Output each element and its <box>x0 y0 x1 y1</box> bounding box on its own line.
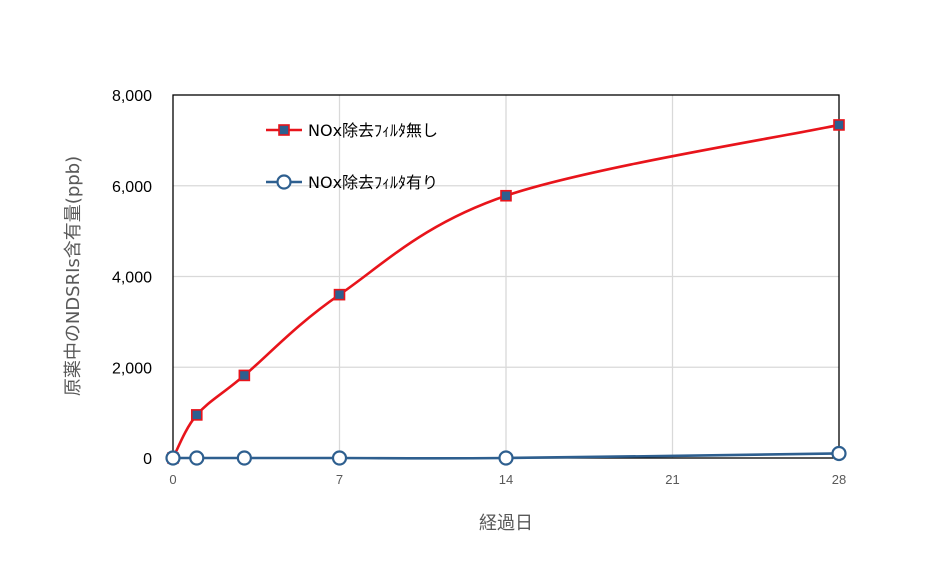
data-point <box>833 119 845 131</box>
legend-item: NOx除去ﾌｨﾙﾀ無し <box>266 121 438 140</box>
y-tick-label: 4,000 <box>112 270 152 287</box>
data-point <box>331 450 348 466</box>
data-point <box>189 450 205 466</box>
x-tick-label: 21 <box>665 472 679 487</box>
y-tick-label: 6,000 <box>112 179 152 196</box>
series-2 <box>165 445 847 466</box>
y-axis-ticks: 0 2,000 4,000 6,000 8,000 <box>112 88 152 468</box>
x-tick-label: 7 <box>336 472 343 487</box>
x-tick-label: 14 <box>499 472 513 487</box>
series-group <box>165 119 847 466</box>
y-tick-label: 0 <box>143 451 152 468</box>
data-point <box>831 445 847 462</box>
x-axis-title: 経過日 <box>479 513 533 534</box>
y-axis-title: 原薬中のNDSRIs含有量(ppb) <box>63 156 84 396</box>
data-point <box>500 189 512 202</box>
data-point <box>236 450 252 466</box>
data-point <box>190 409 203 421</box>
x-axis-ticks: 0 7 14 21 28 <box>169 472 846 487</box>
data-point <box>333 288 346 301</box>
gridlines <box>173 95 839 458</box>
x-tick-label: 28 <box>832 472 846 487</box>
legend: NOx除去ﾌｨﾙﾀ無し NOx除去ﾌｨﾙﾀ有り <box>266 121 438 192</box>
data-point <box>238 369 251 382</box>
legend-label: NOx除去ﾌｨﾙﾀ有り <box>308 173 438 192</box>
legend-marker <box>278 124 290 136</box>
data-point <box>165 450 181 466</box>
data-point <box>498 450 514 466</box>
y-tick-label: 2,000 <box>112 360 152 377</box>
legend-item: NOx除去ﾌｨﾙﾀ有り <box>266 173 438 192</box>
legend-marker <box>276 174 292 190</box>
y-tick-label: 8,000 <box>112 88 152 105</box>
x-tick-label: 0 <box>169 472 176 487</box>
legend-label: NOx除去ﾌｨﾙﾀ無し <box>308 121 438 140</box>
